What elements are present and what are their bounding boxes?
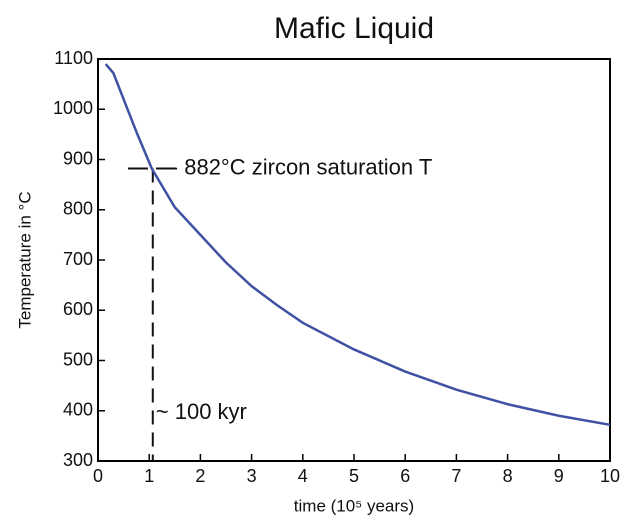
- x-tick-label: 5: [349, 466, 359, 486]
- y-tick-label: 300: [63, 450, 93, 470]
- y-tick-label: 400: [63, 400, 93, 420]
- x-tick-label: 1: [144, 466, 154, 486]
- x-tick-label: 9: [554, 466, 564, 486]
- annotation: ~ 100 kyr: [156, 399, 247, 424]
- x-tick-label: 7: [451, 466, 461, 486]
- chart-title: Mafic Liquid: [274, 12, 434, 45]
- annotation: - 882°C zircon saturation T: [171, 154, 433, 179]
- y-tick-label: 1000: [53, 98, 93, 118]
- x-tick-label: 0: [93, 466, 103, 486]
- y-tick-label: 600: [63, 299, 93, 319]
- y-tick-label: 900: [63, 148, 93, 168]
- data-line: [104, 63, 611, 427]
- x-tick-label: 3: [247, 466, 257, 486]
- x-tick-label: 8: [503, 466, 513, 486]
- y-tick-label: 800: [63, 199, 93, 219]
- x-tick-label: 6: [400, 466, 410, 486]
- y-tick-label: 700: [63, 249, 93, 269]
- x-tick-label: 4: [298, 466, 308, 486]
- y-tick-label: 500: [63, 349, 93, 369]
- x-axis-label: time (10⁵ years): [294, 496, 414, 515]
- y-axis-label: Temperature in °C: [15, 191, 34, 328]
- x-tick-label: 2: [195, 466, 205, 486]
- x-tick-label: 10: [600, 466, 620, 486]
- y-tick-label: 1100: [54, 48, 93, 68]
